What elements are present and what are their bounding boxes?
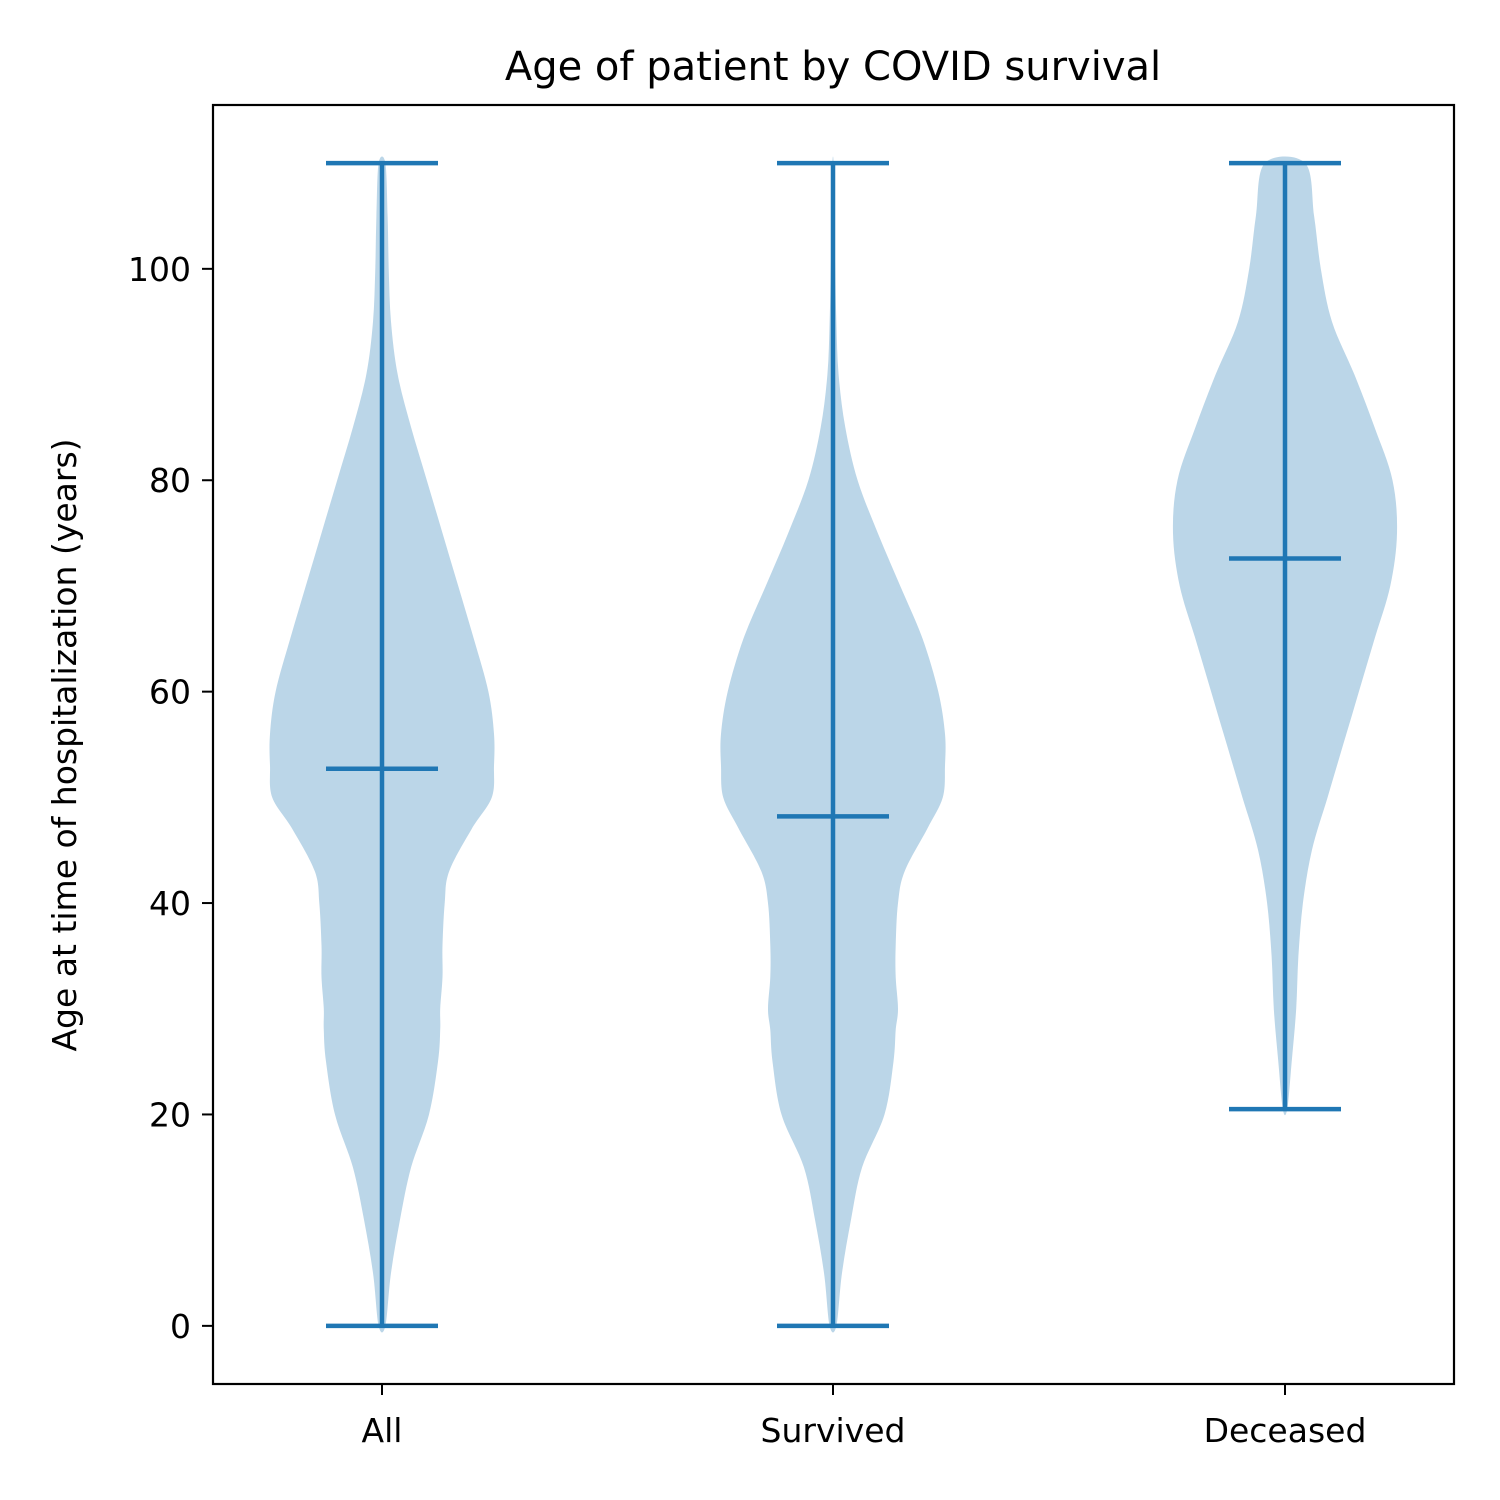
y-tick-label: 60 bbox=[149, 673, 191, 712]
x-tick-label: Survived bbox=[761, 1411, 906, 1450]
y-axis-label: Age at time of hospitalization (years) bbox=[45, 438, 84, 1051]
y-tick-label: 40 bbox=[149, 884, 191, 923]
y-tick-label: 100 bbox=[128, 250, 191, 289]
chart-title: Age of patient by COVID survival bbox=[505, 44, 1161, 90]
y-tick-label: 20 bbox=[149, 1095, 191, 1134]
x-tick-label: All bbox=[362, 1411, 403, 1450]
plot-area bbox=[269, 156, 1398, 1333]
y-tick-label: 80 bbox=[149, 461, 191, 500]
y-tick-label: 0 bbox=[170, 1307, 191, 1346]
x-tick-label: Deceased bbox=[1204, 1411, 1367, 1450]
